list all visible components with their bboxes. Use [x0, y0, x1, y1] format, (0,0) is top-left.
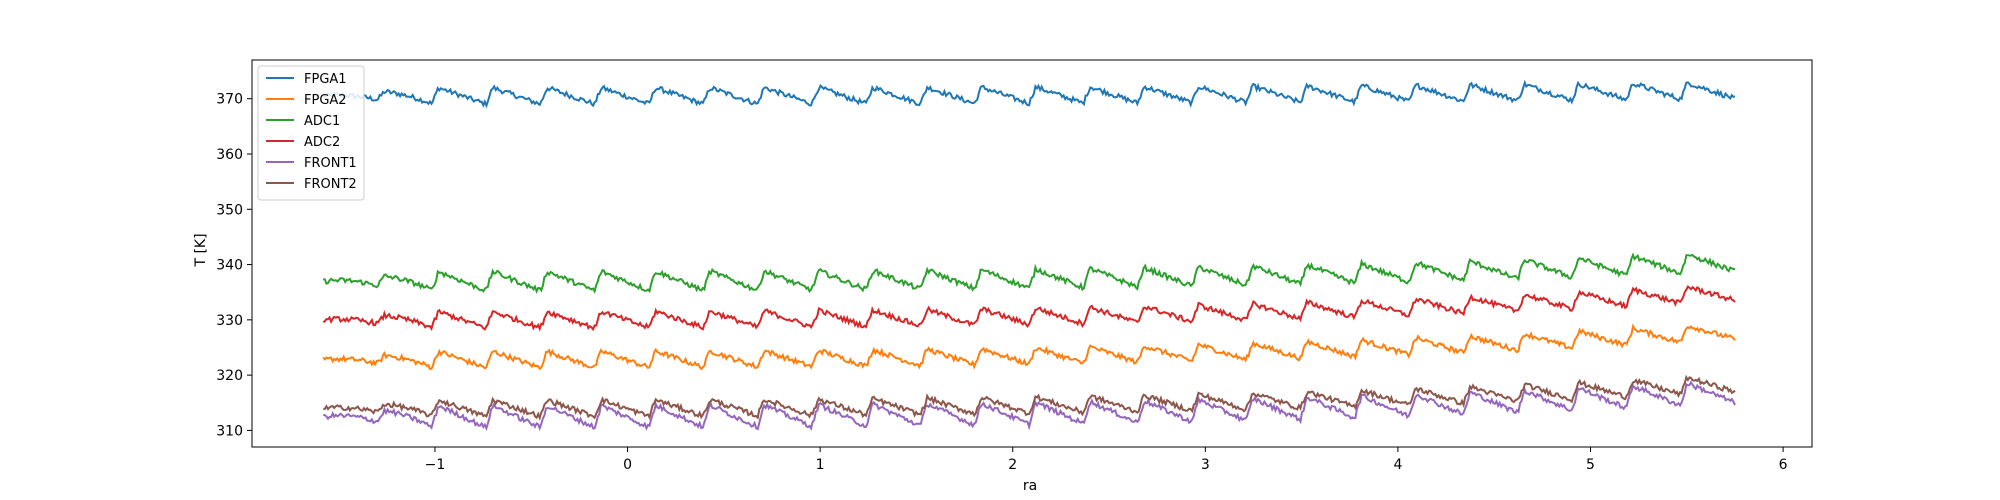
y-tick-label: 370 [216, 92, 243, 108]
legend-label-fpga1: FPGA1 [304, 72, 347, 87]
y-tick-label: 350 [216, 202, 243, 218]
legend-label-adc1: ADC1 [304, 114, 340, 129]
x-tick-label: 3 [1201, 457, 1210, 473]
x-tick-label: 0 [623, 457, 632, 473]
axes-layer: −1 0 1 2 3 4 5 6 310 320 330 340 350 360 370 [216, 59, 1813, 473]
plot-frame [251, 59, 1813, 448]
y-tick-label: 310 [216, 423, 243, 439]
legend-label-front2: FRONT2 [304, 177, 357, 192]
legend: FPGA1 FPGA2 ADC1 ADC2 FRONT1 FRONT2 [257, 65, 365, 201]
x-tick-label: 1 [816, 457, 825, 473]
legend-label-front1: FRONT1 [304, 156, 357, 171]
legend-label-fpga2: FPGA2 [304, 93, 347, 108]
series-line-front1 [322, 380, 1736, 432]
series-line-adc2 [322, 285, 1736, 332]
x-tick-label: 6 [1779, 457, 1788, 473]
x-tick-label: 5 [1586, 457, 1595, 473]
series-line-fpga2 [322, 323, 1736, 371]
y-tick-label: 330 [216, 313, 243, 329]
x-tick-label: 4 [1393, 457, 1402, 473]
x-axis-label: ra [1023, 478, 1037, 494]
series-layer [322, 79, 1736, 432]
legend-label-adc2: ADC2 [304, 135, 340, 150]
y-axis-label: T [K] [193, 233, 209, 267]
series-line-front2 [323, 374, 1736, 422]
y-tick-label: 360 [216, 147, 243, 163]
x-tick-label: −1 [425, 457, 446, 473]
y-tick-label: 320 [216, 368, 243, 384]
y-tick-label: 340 [216, 258, 243, 274]
series-line-adc1 [323, 252, 1736, 294]
x-tick-label: 2 [1008, 457, 1017, 473]
series-line-fpga1 [322, 79, 1736, 109]
